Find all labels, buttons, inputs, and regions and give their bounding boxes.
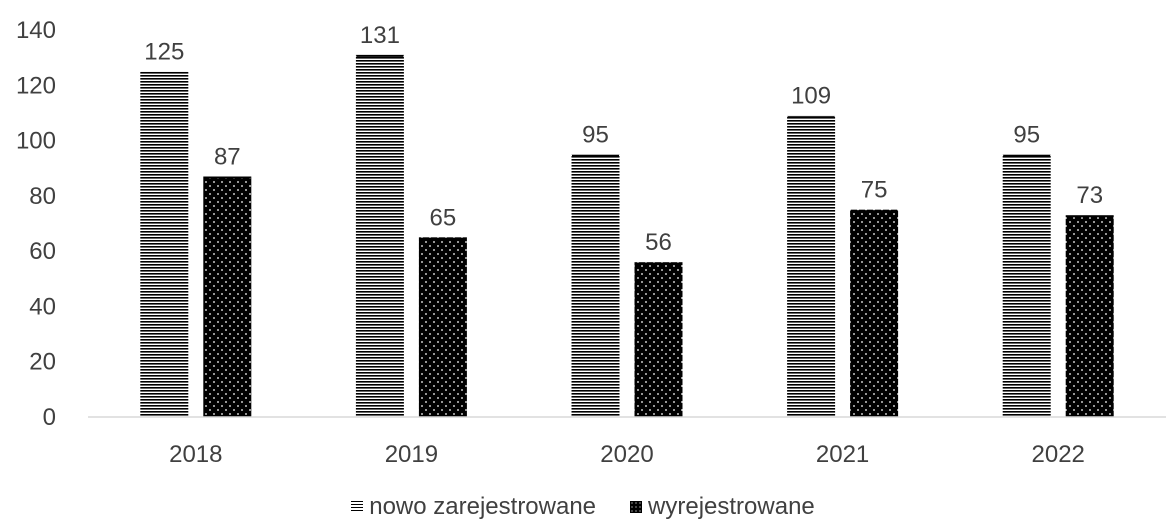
data-label: 65 [430, 204, 457, 231]
bars-group: 125 87 131 65 95 56 109 75 95 73 [140, 22, 1114, 417]
data-label: 131 [360, 22, 400, 49]
bar-series-1 [1002, 154, 1051, 417]
bar-top-edge-series-2 [1066, 215, 1114, 218]
bar-top-edge-series-2 [419, 237, 467, 240]
bar-series-1 [140, 71, 189, 417]
bar-series-1 [355, 54, 404, 417]
legend-swatch-dots-icon [630, 501, 643, 513]
y-axis: 0 20 40 60 80 100 120 140 [16, 17, 56, 431]
y-tick-label: 20 [29, 349, 56, 376]
bar-top-edge-series-2 [203, 177, 251, 179]
data-label: 95 [1013, 121, 1040, 148]
legend: nowo zarejestrowane wyrejestrowane [0, 493, 1166, 521]
bar-series-2 [850, 209, 899, 417]
y-tick-label: 0 [43, 404, 56, 431]
legend-item-series-2: wyrejestrowane [630, 493, 815, 521]
data-label: 87 [214, 144, 241, 171]
y-tick-label: 120 [16, 72, 56, 99]
x-tick-label: 2022 [1032, 441, 1085, 468]
data-label: 56 [645, 229, 672, 256]
y-tick-label: 80 [29, 183, 56, 210]
x-tick-label: 2019 [385, 441, 438, 468]
x-axis: 2018 2019 2020 2021 2022 [88, 416, 1166, 468]
x-tick-label: 2020 [600, 441, 653, 468]
bar-top-edge-series-1 [1003, 154, 1051, 157]
bar-top-edge-series-1 [140, 71, 188, 74]
bar-series-1 [787, 115, 836, 417]
legend-label-series-2: wyrejestrowane [648, 493, 815, 520]
bar-series-2 [634, 262, 683, 417]
bar-top-edge-series-2 [850, 210, 898, 212]
x-tick-label: 2021 [816, 441, 869, 468]
data-label: 125 [144, 38, 184, 65]
bar-series-2 [418, 237, 467, 417]
bar-series-1 [571, 154, 620, 417]
y-tick-label: 100 [16, 128, 56, 155]
y-tick-label: 140 [16, 17, 56, 44]
y-tick-label: 40 [29, 293, 56, 320]
legend-label-series-1: nowo zarejestrowane [369, 493, 597, 520]
data-label: 95 [582, 121, 609, 148]
bar-series-2 [203, 176, 252, 417]
bar-top-edge-series-2 [635, 262, 682, 265]
data-label: 73 [1076, 182, 1103, 209]
data-label: 75 [861, 177, 888, 204]
data-label: 109 [791, 83, 831, 110]
bar-series-2 [1065, 215, 1114, 417]
bar-top-edge-series-1 [356, 55, 404, 57]
bar-top-edge-series-1 [572, 154, 619, 157]
bar-chart: 0 20 40 60 80 100 120 140 125 87 131 65 95 56 109 75 95… [16, 17, 1166, 468]
bar-top-edge-series-1 [787, 116, 835, 118]
y-tick-label: 60 [29, 238, 56, 265]
legend-item-series-1: nowo zarejestrowane [351, 493, 596, 521]
x-tick-label: 2018 [169, 441, 222, 468]
legend-swatch-stripes-icon [351, 501, 364, 513]
